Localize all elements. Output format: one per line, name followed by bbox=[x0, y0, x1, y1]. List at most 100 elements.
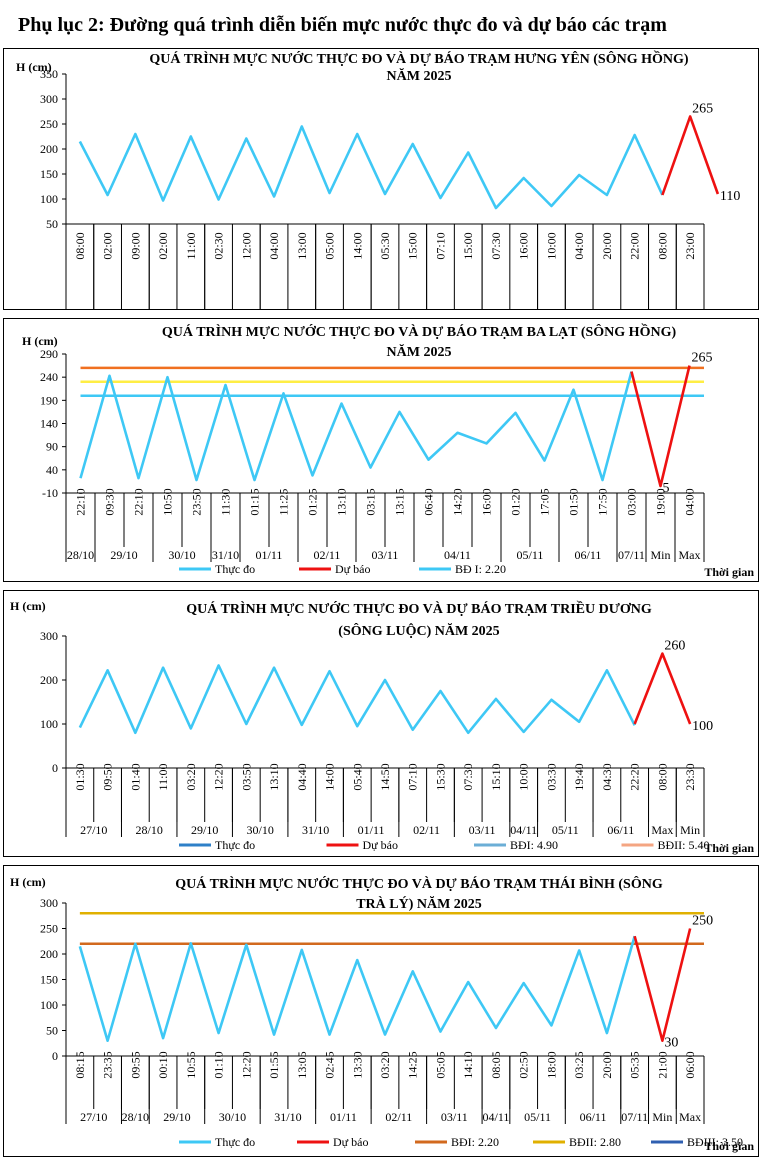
x-axis-label: Thời gian bbox=[704, 565, 754, 579]
legend-label: BĐ I: 2.20 bbox=[455, 562, 506, 576]
x-tick-label: 01:40 bbox=[128, 763, 142, 790]
x-tick-label: 17:50 bbox=[596, 488, 610, 515]
x-group-label: 30/10 bbox=[247, 823, 274, 837]
legend-label: BĐII: 2.80 bbox=[569, 1135, 621, 1149]
x-tick-label: 01:55 bbox=[267, 1051, 281, 1078]
x-tick-label: 03:15 bbox=[364, 488, 378, 515]
x-tick-label: 00:10 bbox=[156, 1051, 170, 1078]
x-tick-label: 18:00 bbox=[544, 1051, 558, 1078]
data-label: 260 bbox=[664, 639, 685, 654]
x-tick-label: 04:40 bbox=[295, 763, 309, 790]
legend-label: Dự báo bbox=[335, 562, 371, 576]
y-axis-label: H (cm) bbox=[22, 334, 58, 348]
x-group-label: 30/10 bbox=[219, 1110, 246, 1124]
x-tick-label: 12:00 bbox=[239, 232, 253, 259]
x-tick-label: 13:10 bbox=[267, 763, 281, 790]
y-tick-label: 50 bbox=[46, 217, 58, 231]
y-tick-label: 140 bbox=[40, 417, 58, 431]
x-tick-label: 03:50 bbox=[239, 763, 253, 790]
x-tick-label: 04:00 bbox=[572, 232, 586, 259]
x-tick-label: 22:10 bbox=[132, 488, 146, 515]
x-tick-label: 03:20 bbox=[378, 1051, 392, 1078]
x-tick-label: 14:00 bbox=[350, 232, 364, 259]
chart-title: NĂM 2025 bbox=[387, 343, 452, 360]
x-tick-label: 22:20 bbox=[628, 763, 642, 790]
x-group-label: 05/11 bbox=[524, 1110, 551, 1124]
x-tick-label: 02:00 bbox=[156, 232, 170, 259]
x-tick-label: 08:00 bbox=[73, 232, 87, 259]
chart-hung-yen: QUÁ TRÌNH MỰC NƯỚC THỰC ĐO VÀ DỰ BÁO TRẠ… bbox=[16, 49, 740, 309]
x-tick-label: 16:00 bbox=[480, 488, 494, 515]
x-tick-label: 03:20 bbox=[184, 763, 198, 790]
x-tick-label: 13:00 bbox=[295, 232, 309, 259]
x-tick-label: 02:30 bbox=[212, 232, 226, 259]
chart-title: QUÁ TRÌNH MỰC NƯỚC THỰC ĐO VÀ DỰ BÁO TRẠ… bbox=[149, 49, 688, 67]
y-axis-label: H (cm) bbox=[10, 599, 46, 613]
data-label: 100 bbox=[692, 719, 713, 734]
y-tick-label: 90 bbox=[46, 440, 58, 454]
x-tick-label: 14:20 bbox=[451, 488, 465, 515]
x-group-label: 28/10 bbox=[122, 1110, 149, 1124]
y-tick-label: 290 bbox=[40, 347, 58, 361]
chart-panel-thai-binh: QUÁ TRÌNH MỰC NƯỚC THỰC ĐO VÀ DỰ BÁO TRẠ… bbox=[3, 865, 759, 1157]
x-tick-label: 20:00 bbox=[600, 1051, 614, 1078]
y-tick-label: 150 bbox=[40, 167, 58, 181]
x-group-label: 04/11 bbox=[483, 1110, 510, 1124]
x-tick-label: 05:40 bbox=[350, 763, 364, 790]
y-axis-label: H (cm) bbox=[10, 875, 46, 889]
x-tick-label: 13:05 bbox=[295, 1051, 309, 1078]
x-group-label: 30/10 bbox=[168, 548, 195, 562]
x-group-label: 05/11 bbox=[517, 548, 544, 562]
y-tick-label: -10 bbox=[42, 486, 58, 500]
x-group-label: 03/11 bbox=[441, 1110, 468, 1124]
legend-label: Thực đo bbox=[215, 1135, 255, 1149]
chart-title: NĂM 2025 bbox=[387, 67, 452, 84]
y-tick-label: 250 bbox=[40, 922, 58, 936]
legend-label: BĐII: 5.40 bbox=[658, 838, 710, 852]
x-tick-label: 10:50 bbox=[161, 488, 175, 515]
x-tick-label: 23:30 bbox=[683, 763, 697, 790]
y-tick-label: 40 bbox=[46, 463, 58, 477]
chart-title: QUÁ TRÌNH MỰC NƯỚC THỰC ĐO VÀ DỰ BÁO TRẠ… bbox=[162, 322, 677, 340]
series-line-observed bbox=[78, 125, 664, 210]
y-axis-label: H (cm) bbox=[16, 60, 52, 74]
series-line-observed bbox=[78, 664, 636, 735]
x-group-label: Min bbox=[680, 823, 700, 837]
x-tick-label: 14:10 bbox=[461, 1051, 475, 1078]
y-tick-label: 300 bbox=[40, 92, 58, 106]
y-tick-label: 250 bbox=[40, 117, 58, 131]
x-group-label: Max bbox=[679, 548, 701, 562]
x-tick-label: 01:10 bbox=[212, 1051, 226, 1078]
x-tick-label: 23:50 bbox=[190, 488, 204, 515]
chart-title: QUÁ TRÌNH MỰC NƯỚC THỰC ĐO VÀ DỰ BÁO TRẠ… bbox=[186, 600, 652, 617]
x-group-label: 29/10 bbox=[163, 1110, 190, 1124]
y-tick-label: 150 bbox=[40, 973, 58, 987]
x-tick-label: 01:25 bbox=[306, 488, 320, 515]
data-label: 250 bbox=[692, 914, 713, 929]
x-group-label: 04/11 bbox=[510, 823, 537, 837]
x-tick-label: 05:00 bbox=[323, 232, 337, 259]
x-tick-label: 23:00 bbox=[683, 232, 697, 259]
x-tick-label: 04:00 bbox=[267, 232, 281, 259]
x-tick-label: 15:30 bbox=[433, 763, 447, 790]
x-tick-label: 06:00 bbox=[683, 1051, 697, 1078]
x-tick-label: 02:50 bbox=[517, 1051, 531, 1078]
data-label: 30 bbox=[664, 1036, 678, 1051]
legend-label: Dự báo bbox=[363, 838, 399, 852]
y-tick-label: 200 bbox=[40, 947, 58, 961]
x-group-label: Min bbox=[650, 548, 670, 562]
x-tick-label: 15:00 bbox=[406, 232, 420, 259]
x-group-label: 03/11 bbox=[372, 548, 399, 562]
x-tick-label: 09:55 bbox=[128, 1051, 142, 1078]
chart-title: (SÔNG LUỘC) NĂM 2025 bbox=[338, 622, 499, 639]
y-tick-label: 0 bbox=[52, 761, 58, 775]
x-tick-label: 13:30 bbox=[350, 1051, 364, 1078]
x-tick-label: 09:00 bbox=[128, 232, 142, 259]
x-tick-label: 09:30 bbox=[103, 488, 117, 515]
y-tick-label: 190 bbox=[40, 393, 58, 407]
x-group-label: 31/10 bbox=[302, 823, 329, 837]
x-tick-label: 08:00 bbox=[655, 232, 669, 259]
x-tick-label: 01:15 bbox=[248, 488, 262, 515]
chart-panel-ba-lat: QUÁ TRÌNH MỰC NƯỚC THỰC ĐO VÀ DỰ BÁO TRẠ… bbox=[3, 318, 759, 582]
x-group-label: 28/10 bbox=[136, 823, 163, 837]
